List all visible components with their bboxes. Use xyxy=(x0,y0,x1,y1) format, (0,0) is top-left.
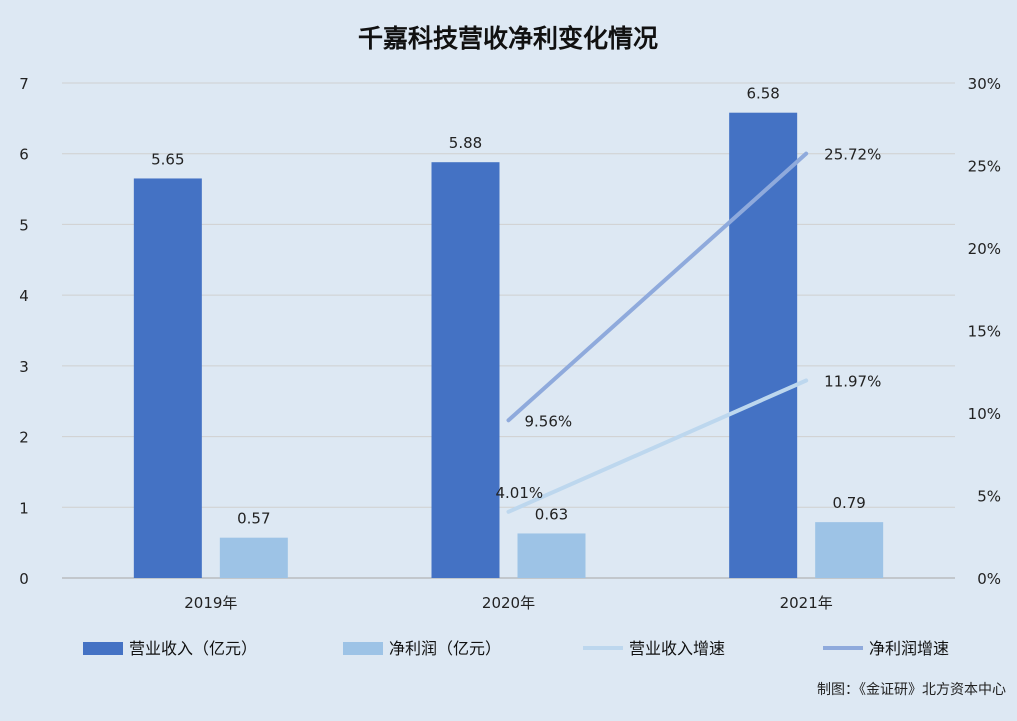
lines xyxy=(506,151,809,514)
legend-label: 净利润增速 xyxy=(869,639,949,658)
chart-title: 千嘉科技营收净利变化情况 xyxy=(358,24,658,53)
legend-label: 净利润（亿元） xyxy=(389,639,501,658)
line-data-label: 25.72% xyxy=(824,146,881,164)
bar-data-label: 0.79 xyxy=(832,494,865,512)
data-labels: 5.65 0.57 5.88 0.63 6.58 0.79 4.01% 11.97% 9.56%… xyxy=(151,85,881,528)
credit-text: 制图：《金证研》北方资本中心 xyxy=(817,682,1006,698)
line-data-label: 9.56% xyxy=(525,412,573,430)
bar-revenue xyxy=(431,162,500,578)
right-tick-label: 20% xyxy=(968,240,1001,258)
bar-revenue xyxy=(729,112,798,578)
x-tick-label: 2021年 xyxy=(780,594,833,612)
left-axis: 0 1 2 3 4 5 6 7 xyxy=(19,75,29,588)
legend-label: 营业收入（亿元） xyxy=(129,639,257,658)
x-axis: 2019年 2020年 2021年 xyxy=(184,594,833,612)
net-profit-growth-line xyxy=(506,151,809,423)
right-tick-label: 5% xyxy=(977,488,1001,506)
line-data-label: 4.01% xyxy=(496,484,544,502)
left-tick-label: 6 xyxy=(19,146,29,164)
legend: 营业收入（亿元） 净利润（亿元） 营业收入增速 净利润增速 xyxy=(83,639,949,658)
right-tick-label: 15% xyxy=(968,323,1001,341)
right-tick-label: 25% xyxy=(968,158,1001,176)
revenue-growth-line xyxy=(506,378,809,514)
x-tick-label: 2020年 xyxy=(482,594,535,612)
bar-revenue xyxy=(133,178,202,578)
right-tick-label: 0% xyxy=(977,570,1001,588)
right-axis: 0% 5% 10% 15% 20% 25% 30% xyxy=(968,75,1001,588)
bar-data-label: 0.63 xyxy=(535,505,568,523)
x-tick-label: 2019年 xyxy=(184,594,237,612)
bar-net-profit xyxy=(815,522,884,578)
legend-swatch xyxy=(83,642,123,655)
bar-data-label: 0.57 xyxy=(237,510,270,528)
right-tick-label: 10% xyxy=(968,405,1001,423)
left-tick-label: 0 xyxy=(19,570,29,588)
grid-lines xyxy=(62,82,955,579)
right-tick-label: 30% xyxy=(968,75,1001,93)
left-tick-label: 2 xyxy=(19,429,29,447)
left-tick-label: 3 xyxy=(19,358,29,376)
left-tick-label: 4 xyxy=(19,287,29,305)
left-tick-label: 1 xyxy=(19,499,29,517)
bar-net-profit xyxy=(219,537,288,578)
legend-label: 营业收入增速 xyxy=(629,639,725,658)
line-data-label: 11.97% xyxy=(824,372,881,390)
left-tick-label: 5 xyxy=(19,216,29,234)
legend-swatch xyxy=(343,642,383,655)
bar-data-label: 5.65 xyxy=(151,150,184,168)
left-tick-label: 7 xyxy=(19,75,29,93)
bar-data-label: 6.58 xyxy=(746,85,779,103)
bar-data-label: 5.88 xyxy=(449,134,482,152)
bar-net-profit xyxy=(517,533,586,578)
bars xyxy=(133,112,884,578)
